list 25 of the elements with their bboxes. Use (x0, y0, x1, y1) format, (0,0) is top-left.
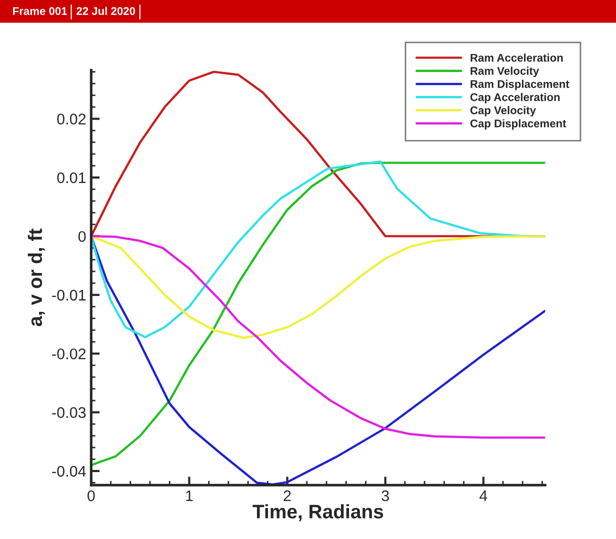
y-tick-label: 0.02 (57, 114, 86, 124)
text: 22 Jul 2020 (76, 6, 136, 15)
x-tick-label: 3 (382, 490, 389, 502)
line-series (91, 235, 546, 339)
legend-label: Cap Velocity (470, 106, 536, 116)
legend-label: Cap Acceleration (470, 92, 560, 104)
y-axis-title: a, v or d, ft (28, 228, 45, 326)
y-tick-label: 0.01 (57, 172, 86, 184)
y-tick-label: 0 (78, 231, 86, 242)
y-tick-label: -0.03 (52, 407, 86, 418)
y-tick-label: -0.04 (52, 466, 86, 477)
x-axis-title: Time, Radians (252, 504, 384, 522)
legend-label: Cap Displacement (470, 119, 566, 130)
legend-label: Ram Acceleration (470, 54, 563, 62)
y-tick-label: -0.01 (52, 290, 86, 301)
text: Frame 001 (13, 7, 67, 15)
line-series (91, 162, 546, 466)
line-series (91, 235, 546, 439)
x-tick-label: 1 (186, 490, 193, 502)
legend-label: Ram Displacement (470, 80, 570, 90)
y-tick-label: -0.02 (52, 348, 86, 360)
x-tick-label: 0 (88, 490, 95, 502)
legend-label: Ram Velocity (470, 66, 540, 78)
x-tick-label: 2 (284, 490, 291, 502)
x-tick-label: 4 (479, 490, 488, 502)
